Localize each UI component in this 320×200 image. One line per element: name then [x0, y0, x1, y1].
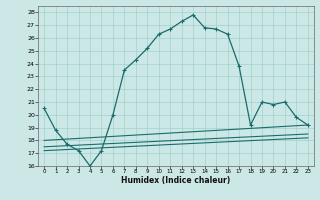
X-axis label: Humidex (Indice chaleur): Humidex (Indice chaleur) — [121, 176, 231, 185]
